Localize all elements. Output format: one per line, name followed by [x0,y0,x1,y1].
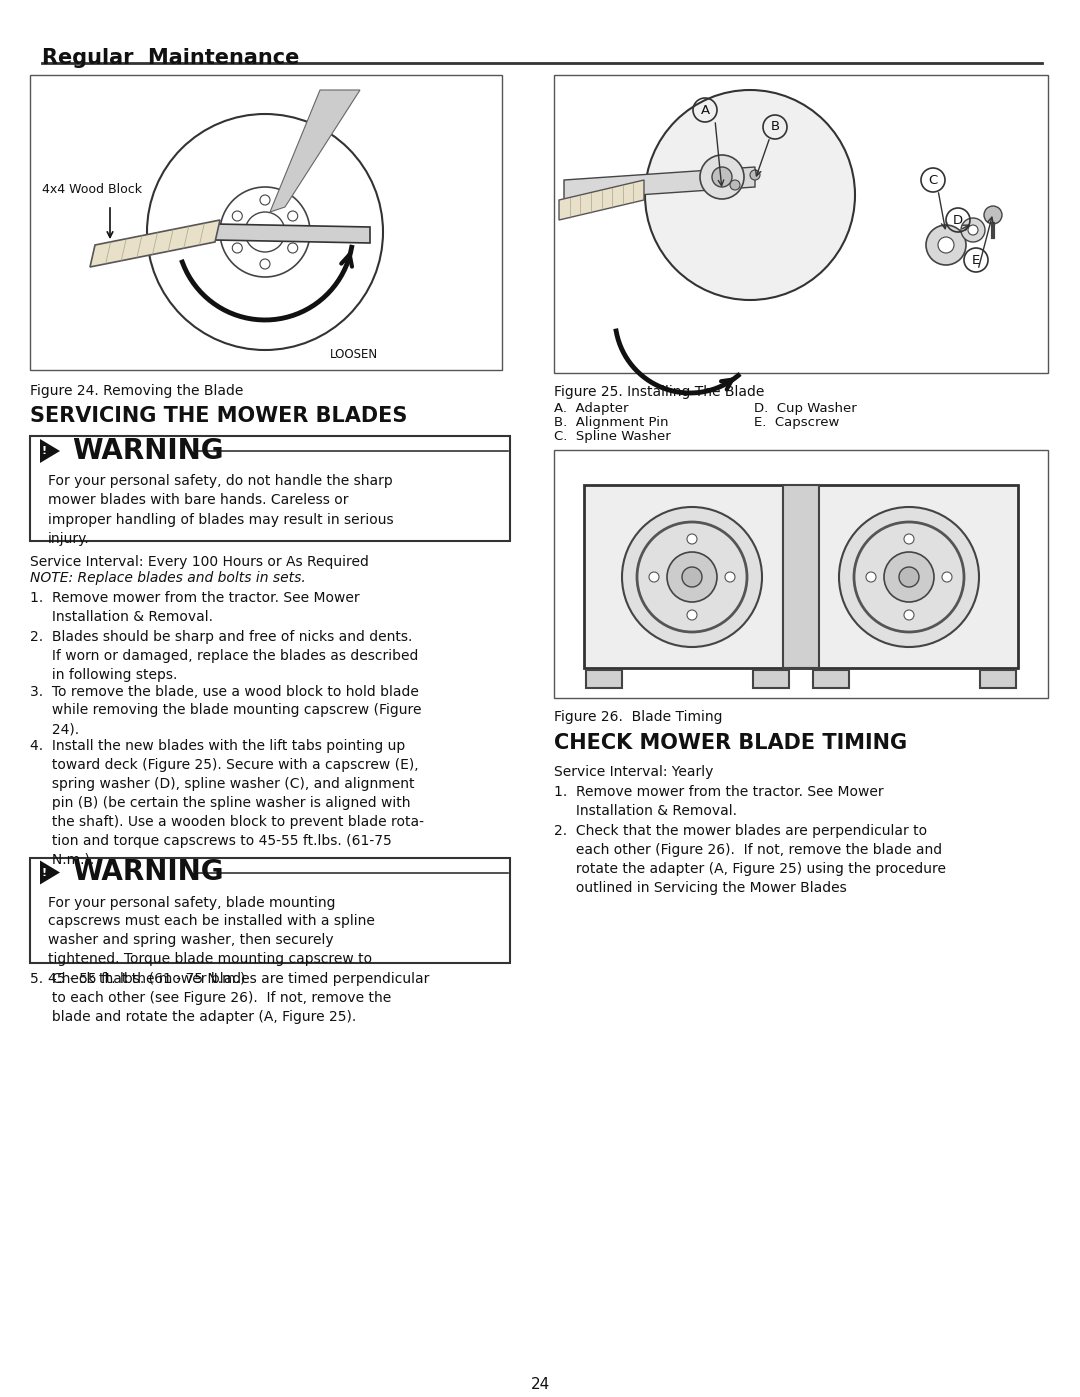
Text: 4.  Install the new blades with the lift tabs pointing up
     toward deck (Figu: 4. Install the new blades with the lift … [30,739,424,866]
Circle shape [904,534,914,543]
Text: 5.  Check that the mower blades are timed perpendicular
     to each other (see : 5. Check that the mower blades are timed… [30,972,430,1024]
Text: Figure 24. Removing the Blade: Figure 24. Removing the Blade [30,384,243,398]
Circle shape [700,155,744,198]
Polygon shape [40,861,60,884]
Polygon shape [270,89,360,212]
Circle shape [866,571,876,583]
Circle shape [730,180,740,190]
Circle shape [622,507,762,647]
Text: SERVICING THE MOWER BLADES: SERVICING THE MOWER BLADES [30,407,407,426]
Bar [30,858,510,963]
Circle shape [750,170,760,180]
Circle shape [839,507,978,647]
Circle shape [885,552,934,602]
Text: !: ! [41,868,46,877]
Circle shape [287,211,298,221]
Text: B: B [770,120,780,134]
Circle shape [968,225,978,235]
Bar [783,485,819,668]
Text: !: ! [41,446,46,455]
Text: 24: 24 [530,1377,550,1391]
Bar [554,450,1048,698]
Circle shape [926,225,966,265]
Polygon shape [90,219,220,267]
Text: C.  Spline Washer: C. Spline Washer [554,430,671,443]
Circle shape [899,567,919,587]
Text: NOTE: Replace blades and bolts in sets.: NOTE: Replace blades and bolts in sets. [30,571,306,585]
Circle shape [687,534,697,543]
Polygon shape [40,439,60,462]
Circle shape [667,552,717,602]
Bar [980,671,1016,687]
Bar [554,75,1048,373]
Circle shape [984,205,1002,224]
Text: E.  Capscrew: E. Capscrew [754,416,839,429]
Text: 2.  Blades should be sharp and free of nicks and dents.
     If worn or damaged,: 2. Blades should be sharp and free of ni… [30,630,418,682]
Text: Figure 25. Installing The Blade: Figure 25. Installing The Blade [554,386,765,400]
Text: LOOSEN: LOOSEN [330,348,378,360]
Text: E: E [972,253,981,267]
Circle shape [725,571,735,583]
Polygon shape [559,180,644,219]
Text: 1.  Remove mower from the tractor. See Mower
     Installation & Removal.: 1. Remove mower from the tractor. See Mo… [554,785,883,819]
Text: Service Interval: Every 100 Hours or As Required: Service Interval: Every 100 Hours or As … [30,555,369,569]
Text: Regular  Maintenance: Regular Maintenance [42,47,299,68]
Text: For your personal safety, blade mounting
capscrews must each be installed with a: For your personal safety, blade mounting… [48,895,375,985]
Circle shape [232,211,242,221]
Text: 2.  Check that the mower blades are perpendicular to
     each other (Figure 26): 2. Check that the mower blades are perpe… [554,824,946,895]
Text: C: C [929,173,937,187]
Text: WARNING: WARNING [72,859,224,887]
Circle shape [904,610,914,620]
Text: For your personal safety, do not handle the sharp
mower blades with bare hands. : For your personal safety, do not handle … [48,474,393,546]
Circle shape [260,258,270,270]
Bar [584,485,1018,668]
Text: D: D [953,214,963,226]
Text: D.  Cup Washer: D. Cup Washer [754,402,856,415]
Circle shape [712,168,732,187]
Circle shape [645,89,855,300]
Text: 1.  Remove mower from the tractor. See Mower
     Installation & Removal.: 1. Remove mower from the tractor. See Mo… [30,591,360,624]
Text: WARNING: WARNING [72,437,224,465]
Bar [586,671,622,687]
Text: B.  Alignment Pin: B. Alignment Pin [554,416,669,429]
Text: Service Interval: Yearly: Service Interval: Yearly [554,766,714,780]
Circle shape [961,218,985,242]
Circle shape [687,610,697,620]
Circle shape [649,571,659,583]
Circle shape [681,567,702,587]
Text: CHECK MOWER BLADE TIMING: CHECK MOWER BLADE TIMING [554,733,907,753]
Text: 4x4 Wood Block: 4x4 Wood Block [42,183,141,196]
Polygon shape [215,224,370,243]
Text: Figure 26.  Blade Timing: Figure 26. Blade Timing [554,710,723,724]
Bar [813,671,849,687]
Bar [753,671,789,687]
Circle shape [287,243,298,253]
Text: 3.  To remove the blade, use a wood block to hold blade
     while removing the : 3. To remove the blade, use a wood block… [30,685,421,736]
Polygon shape [564,168,755,200]
Circle shape [260,196,270,205]
Bar [30,75,502,370]
Text: A.  Adapter: A. Adapter [554,402,629,415]
Circle shape [942,571,951,583]
Text: A: A [701,103,710,116]
Circle shape [939,237,954,253]
Bar [30,436,510,541]
Circle shape [232,243,242,253]
